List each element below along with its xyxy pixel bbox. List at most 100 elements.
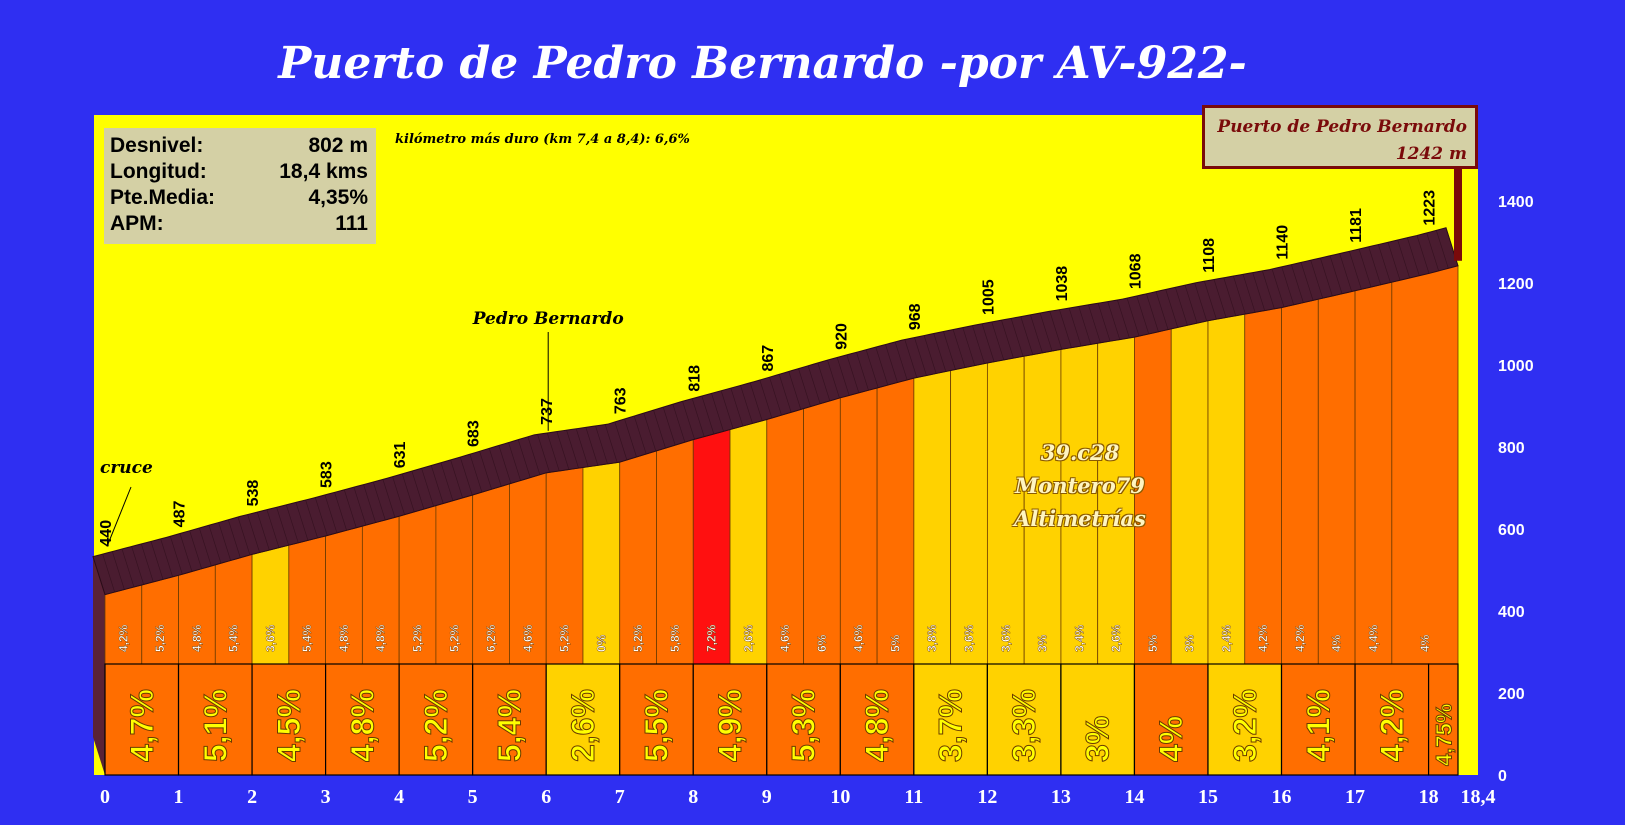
km-slope-label: 4,2% [1374,689,1410,762]
km-slope-label: 4,7% [124,689,160,762]
km-slope-label: 3,2% [1227,689,1263,762]
half-km-slope-label: 4,6% [778,624,792,652]
road-texture-line [1300,262,1314,301]
km-slope-label: 5,5% [638,689,674,762]
km-slope-block [619,663,694,776]
road-texture-line [1117,299,1130,339]
road-texture-line [711,393,724,432]
stat-row-desnivel: Desnivel: 802 m [110,134,368,160]
road-texture-line [1039,312,1053,352]
half-km-slope-label: 4,8% [337,624,351,652]
km-slope-label: 4,8% [859,689,895,762]
road-texture-line [314,497,328,536]
road-texture-line [1155,291,1169,330]
road-texture-line [1397,239,1411,279]
road-texture-line [189,530,202,569]
road-texture-line [179,533,193,572]
road-texture-line [1358,248,1372,288]
road-texture-line [537,434,550,473]
km-slope-label: 4,5% [271,689,307,762]
km-slope-block [472,663,547,776]
road-texture-line [556,431,570,470]
road-texture-line [624,418,637,458]
road-texture-line [1194,282,1208,322]
road-texture-line [1097,303,1111,342]
y-tick-label: 400 [1498,604,1525,621]
x-tick-label: 15 [1198,786,1218,808]
road-texture-line [614,421,628,461]
road-texture-line [1407,237,1420,276]
half-km-slope-label: 3,6% [962,624,976,652]
x-tick-label: 18 [1419,786,1439,808]
km-slope-label: 5,3% [786,689,822,762]
km-slope-block [1133,663,1209,776]
road-texture-line [1387,242,1401,281]
half-km-slope-label: 3,8% [925,624,939,652]
half-km-slope-label: 3,6% [999,624,1013,652]
road-texture-line [701,395,715,435]
km-slope-label: 3,3% [1006,689,1042,762]
stat-label: Longitud: [110,160,207,183]
road-texture-line [479,451,492,490]
half-km-slope-label: 5,4% [227,624,241,652]
half-km-slope-label: 4,4% [1366,624,1380,652]
x-tick-label: 8 [688,786,698,808]
road-texture-line [807,365,821,404]
road-texture-line [952,329,966,368]
km-slope-label: 2,6% [565,689,601,762]
profile-side-face [93,556,105,775]
stat-label: Desnivel: [110,134,204,157]
road-texture-line [691,398,705,437]
road-texture-line [836,357,850,396]
road-texture-line [682,401,695,440]
x-tick-label: 18,4 [1461,786,1496,808]
km-slope-label: 4,75% [1431,704,1456,766]
road-texture-line [102,553,115,593]
road-texture-line [633,415,647,455]
half-km-slope-label: 7,2% [705,624,719,652]
half-km-slope-label: 6% [815,634,829,652]
half-km-slope-label: 5,2% [411,624,425,652]
stat-row-longitud: Longitud: 18,4 kms [110,160,368,186]
half-km-slope-label: 4,2% [1293,624,1307,652]
road-texture-line [1059,309,1072,348]
road-texture-line [730,387,744,427]
road-texture-line [227,519,241,558]
road-texture-line [1010,318,1024,357]
km-slope-label: 5,4% [491,689,527,762]
road-texture-line [498,445,512,484]
road-texture-line [401,473,415,513]
road-texture-line [798,368,811,407]
km-slope-label: 4,9% [712,689,748,762]
road-texture-line [334,492,347,531]
road-texture-line [672,404,686,443]
km-slope-block [251,663,327,776]
road-texture-line [1436,230,1449,269]
road-texture-line [266,509,280,548]
km-slope-label: 4% [1153,716,1189,762]
hardest-km-note: kilómetro más duro (km 7,4 a 8,4): 6,6% [395,132,690,147]
half-km-slope-label: 5% [1146,634,1160,652]
y-tick-label: 1000 [1498,358,1534,375]
elevation-label: 1108 [1201,238,1218,273]
half-km-slope-label: 4% [1330,634,1344,652]
road-texture-line [295,502,309,541]
road-texture-line [1262,270,1275,309]
road-texture-line [856,352,869,391]
y-tick-label: 200 [1498,686,1525,703]
stat-label: Pte.Media: [110,186,216,209]
y-tick-label: 1200 [1498,276,1534,293]
watermark-line: Altimetrías [1014,506,1146,531]
km-slope-block [766,663,841,776]
road-texture-line [894,341,908,381]
road-texture-line [1068,307,1082,347]
half-km-slope-label: 3% [1036,634,1050,652]
road-texture-line [827,359,840,399]
elevation-label: 1038 [1054,266,1071,302]
road-texture-line [169,536,183,575]
km-slope-label: 4,1% [1300,689,1336,762]
road-texture-line [1271,268,1285,308]
road-texture-line [1223,277,1237,316]
road-texture-line [585,427,599,466]
